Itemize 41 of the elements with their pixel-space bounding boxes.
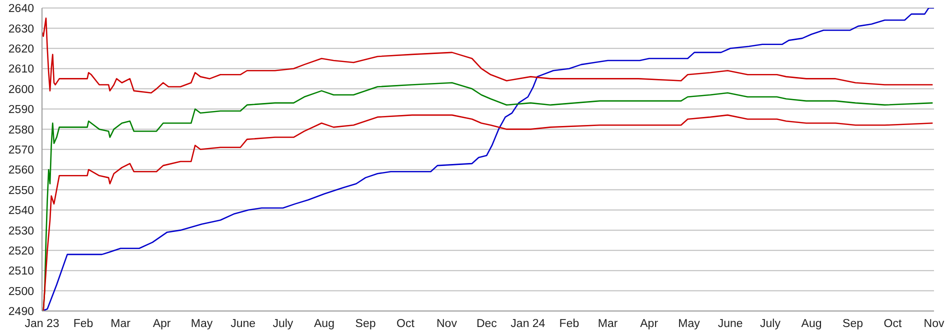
- x-tick-label: Feb: [73, 318, 94, 330]
- x-tick-label: Feb: [559, 318, 580, 330]
- y-tick-label: 2590: [8, 104, 34, 116]
- line-series: [42, 17, 934, 94]
- y-tick-label: 2630: [8, 23, 34, 36]
- y-tick-label: 2510: [8, 266, 34, 278]
- x-tick-label: Oct: [884, 318, 902, 330]
- y-tick-label: 2560: [8, 164, 34, 177]
- x-tick-label: June: [230, 318, 256, 330]
- y-tick-label: 2620: [8, 43, 34, 56]
- x-tick-label: Sep: [355, 318, 376, 330]
- x-tick-label: Aug: [314, 318, 334, 330]
- y-tick-label: 2640: [8, 3, 34, 16]
- x-tick-label: Apr: [152, 318, 171, 330]
- x-tick-label: Nov: [436, 318, 458, 330]
- x-tick-label: Jan 24: [510, 318, 546, 330]
- x-tick-label: Nov: [924, 318, 944, 330]
- x-tick-label: Mar: [598, 318, 618, 330]
- x-tick-label: Jan 23: [24, 318, 60, 330]
- x-tick-label: Aug: [801, 318, 822, 330]
- x-tick-label: Mar: [110, 318, 131, 330]
- y-tick-label: 2490: [8, 306, 34, 318]
- y-tick-label: 2610: [8, 64, 34, 76]
- x-tick-label: May: [190, 318, 213, 330]
- y-tick-label: 2550: [8, 184, 34, 197]
- x-tick-label: July: [272, 318, 294, 330]
- x-tick-label: Apr: [640, 318, 658, 330]
- y-tick-label: 2540: [8, 205, 34, 218]
- x-tick-label: Oct: [396, 318, 416, 330]
- x-tick-label: July: [760, 318, 781, 330]
- y-tick-label: 2570: [8, 144, 34, 156]
- x-tick-label: May: [678, 318, 700, 330]
- x-tick-label: Sep: [842, 318, 864, 330]
- y-tick-label: 2580: [8, 124, 34, 136]
- y-tick-label: 2520: [8, 245, 34, 258]
- line-series: [42, 8, 934, 311]
- y-tick-label: 2600: [8, 84, 34, 96]
- x-tick-label: Dec: [476, 318, 498, 330]
- x-tick-label: June: [718, 318, 743, 330]
- y-tick-label: 2500: [8, 286, 34, 298]
- y-tick-label: 2530: [8, 225, 34, 238]
